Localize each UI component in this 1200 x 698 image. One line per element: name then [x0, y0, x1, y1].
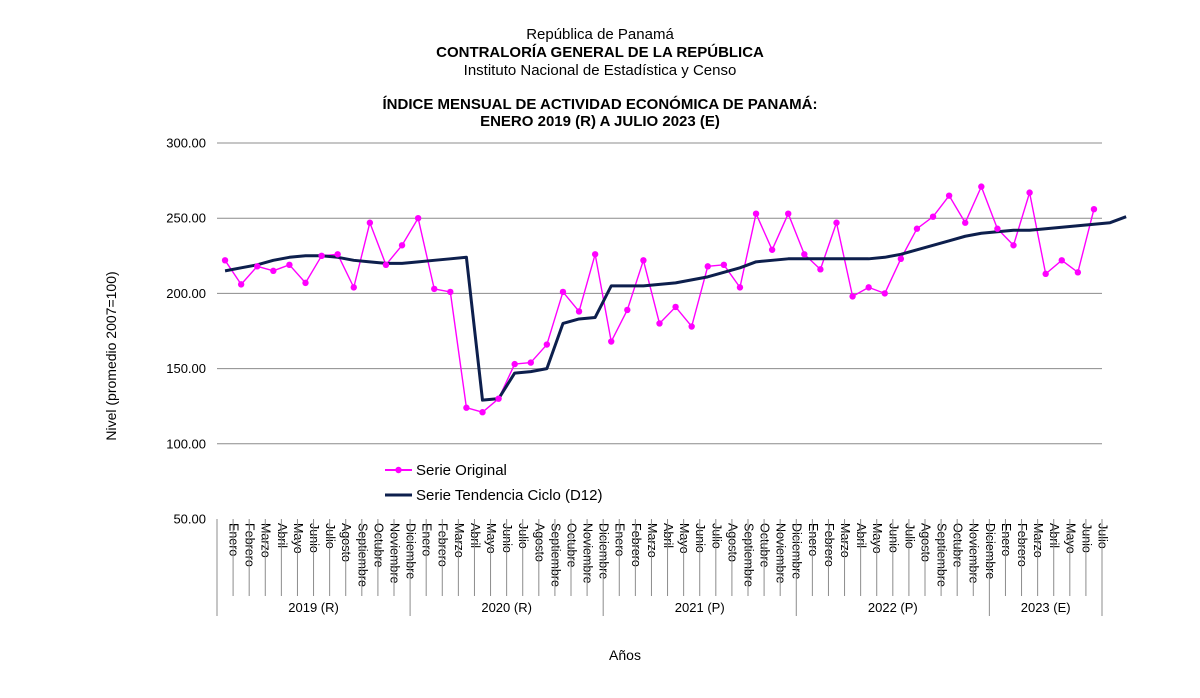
data-point-original [817, 266, 824, 273]
data-point-original [1042, 270, 1049, 278]
y-tick-label: 50.00 [173, 512, 206, 527]
header-institution: CONTRALORÍA GENERAL DE LA REPÚBLICA [436, 44, 764, 61]
data-point-original [254, 263, 261, 270]
legend: Serie Original Serie Tendencia Ciclo (D1… [385, 462, 602, 504]
data-point-original [704, 263, 711, 270]
x-group-label: 2023 (E) [1021, 600, 1071, 615]
data-point-original [302, 279, 309, 287]
y-tick-label: 300.00 [166, 136, 206, 151]
y-tick-label: 100.00 [166, 436, 206, 451]
data-point-original [1058, 257, 1065, 264]
x-group-label: 2019 (R) [288, 600, 339, 615]
data-point-original [720, 261, 728, 269]
data-point-original [1026, 189, 1033, 196]
data-point-original [575, 308, 583, 315]
data-point-original [237, 281, 245, 288]
data-point-original [350, 284, 357, 291]
data-point-original [366, 219, 374, 226]
data-point-original [463, 404, 470, 411]
data-point-original [752, 210, 760, 217]
y-axis-title: Nivel (promedio 2007=100) [103, 271, 119, 440]
legend-trend-label: Serie Tendencia Ciclo (D12) [416, 487, 602, 504]
data-point-original [849, 293, 856, 300]
x-group-label: 2020 (R) [481, 600, 532, 615]
data-point-original [495, 395, 502, 402]
legend-original-marker [395, 466, 402, 474]
header-institute: Instituto Nacional de Estadística y Cens… [463, 62, 737, 79]
data-point-original [382, 261, 390, 269]
data-point-original [624, 306, 631, 314]
data-point-original [640, 257, 647, 264]
data-point-original [688, 323, 695, 330]
data-point-original [334, 251, 341, 258]
chart-title: ÍNDICE MENSUAL DE ACTIVIDAD ECONÓMICA DE… [382, 96, 818, 113]
x-group-label: 2021 (P) [675, 600, 725, 615]
data-point-original [945, 192, 953, 199]
data-point-original [656, 320, 663, 327]
data-point-original [591, 251, 599, 258]
data-point-original [962, 219, 969, 226]
chart-subtitle: ENERO 2019 (R) A JULIO 2023 (E) [480, 113, 720, 130]
legend-original-label: Serie Original [416, 462, 507, 479]
y-tick-label: 250.00 [166, 211, 206, 226]
data-point-original [543, 341, 551, 348]
data-point-original [881, 290, 888, 297]
data-point-original [1010, 242, 1017, 249]
data-point-original [318, 252, 325, 259]
data-point-original [479, 409, 486, 416]
data-point-original [865, 284, 872, 291]
header-country: República de Panamá [526, 26, 674, 43]
data-point-original [559, 288, 567, 296]
data-point-original [929, 213, 937, 220]
data-point-original [785, 210, 792, 217]
data-point-original [221, 257, 229, 264]
data-point-original [736, 284, 744, 291]
data-point-original [286, 261, 293, 269]
data-point-original [431, 285, 438, 293]
data-point-original [897, 255, 905, 263]
data-point-original [414, 215, 422, 222]
data-point-original [672, 303, 679, 311]
series-line-trend [224, 215, 1127, 402]
x-group-label: 2022 (P) [868, 600, 918, 615]
data-point-original [801, 251, 808, 258]
data-point-original [913, 225, 921, 232]
y-tick-label: 200.00 [166, 286, 206, 301]
data-point-original [447, 288, 454, 296]
data-point-original [1074, 269, 1082, 276]
data-point-original [978, 183, 985, 190]
data-point-original [398, 242, 406, 249]
x-axis-title: Años [609, 647, 641, 663]
data-point-original [994, 225, 1001, 232]
data-point-original [1090, 205, 1098, 213]
data-point-original [527, 359, 534, 366]
y-tick-label: 150.00 [166, 361, 206, 376]
data-point-original [270, 267, 277, 275]
data-point-original [511, 360, 518, 368]
data-point-original [833, 219, 840, 226]
data-point-original [768, 246, 776, 253]
data-point-original [608, 338, 615, 345]
